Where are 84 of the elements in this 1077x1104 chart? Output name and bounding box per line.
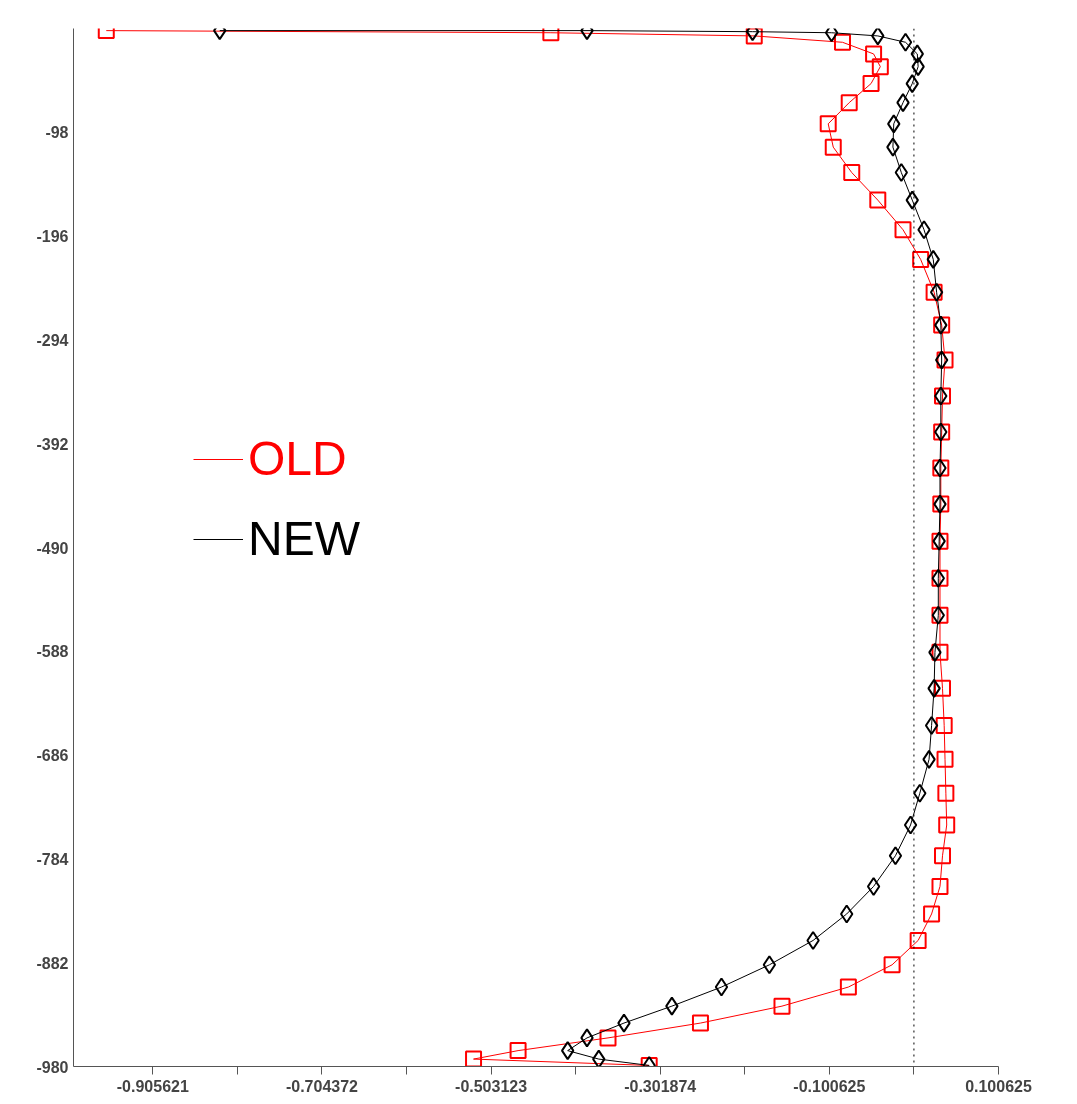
point [592,1049,606,1067]
point [913,783,927,803]
point [599,1029,617,1047]
point [934,847,952,865]
y-tick-label: -294 [36,331,69,349]
legend-label: OLD [248,431,347,486]
point [926,249,940,269]
point [931,605,945,625]
point [931,606,949,624]
point [840,94,858,112]
point [936,750,954,768]
point [905,190,919,210]
y-tick-label: -882 [36,954,69,972]
point [894,163,908,183]
point [923,905,941,923]
point [509,1042,527,1060]
x-tick-label: -0.301874 [624,1077,697,1095]
point [938,816,956,834]
point [869,191,887,209]
point [917,220,931,240]
point [824,138,842,156]
y-tick-label: -196 [36,228,69,246]
point [937,784,955,802]
point [912,250,930,268]
point [905,74,919,94]
point [886,137,900,157]
point [931,877,949,895]
point [714,977,729,997]
point [865,45,883,63]
y-tick-label: -784 [36,850,69,868]
point [894,221,912,239]
point [580,1028,594,1048]
point [931,569,949,587]
point [839,978,857,996]
point [922,749,936,769]
point [806,930,820,950]
x-tick-label: 0.100625 [965,1077,1032,1095]
y-tick-label: -588 [36,643,69,661]
point [924,715,939,735]
point [883,956,901,974]
point [928,642,942,662]
point [910,44,924,64]
x-tick-label: -0.704372 [285,1077,359,1095]
point [927,678,941,698]
point [465,1050,483,1067]
y-tick-label: -490 [36,539,69,557]
point [871,58,889,76]
point [934,387,952,405]
y-tick-label: -392 [36,435,69,453]
point [866,876,881,896]
point [840,904,854,924]
point [931,643,949,661]
point [691,1014,709,1032]
point [617,1013,631,1033]
legend-label: NEW [248,511,360,566]
point [665,996,679,1016]
point [862,75,880,93]
point [935,350,949,370]
point [903,815,918,835]
point [911,57,925,77]
y-tick-label: -98 [45,124,69,142]
point [931,568,945,588]
point [929,282,944,302]
y-tick-label: -980 [36,1058,69,1076]
point [909,931,927,949]
x-tick-label: -0.503123 [455,1077,528,1095]
point [871,28,885,46]
point [561,1041,575,1061]
point [935,716,953,734]
point [762,955,777,975]
point [819,115,837,133]
x-tick-label: -0.100625 [793,1077,866,1095]
point [936,351,954,369]
point [888,846,903,866]
point [925,283,943,301]
point [773,997,791,1015]
y-tick-label: -686 [36,747,69,765]
point [934,679,952,697]
x-tick-label: -0.905621 [116,1077,189,1095]
point [896,93,910,113]
point [843,164,861,182]
point [898,32,913,52]
point [833,33,851,51]
point [887,114,901,134]
